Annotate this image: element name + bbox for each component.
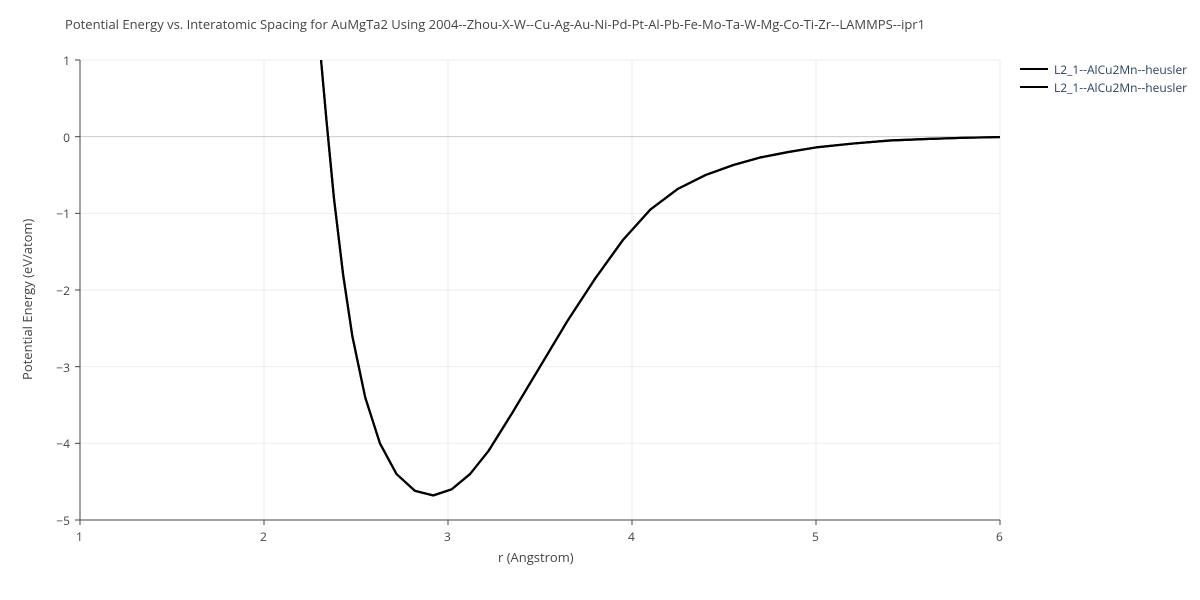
y-tick: −1: [56, 205, 70, 222]
x-tick: 5: [812, 528, 819, 545]
legend-label: L2_1--AlCu2Mn--heusler: [1054, 61, 1187, 78]
y-tick: −3: [56, 359, 70, 376]
x-tick: 2: [260, 528, 267, 545]
x-tick: 3: [444, 528, 451, 545]
y-tick: 0: [63, 129, 70, 146]
legend-item[interactable]: L2_1--AlCu2Mn--heusler: [1020, 60, 1187, 78]
y-tick: −5: [56, 512, 70, 529]
legend-swatch: [1020, 86, 1048, 88]
legend-swatch: [1020, 68, 1048, 70]
y-tick: −4: [56, 435, 70, 452]
chart-container: Potential Energy vs. Interatomic Spacing…: [0, 0, 1200, 600]
legend: L2_1--AlCu2Mn--heuslerL2_1--AlCu2Mn--heu…: [1020, 60, 1187, 96]
x-tick: 1: [76, 528, 83, 545]
y-tick: 1: [63, 52, 70, 69]
y-tick: −2: [56, 282, 70, 299]
x-tick: 4: [628, 528, 635, 545]
legend-label: L2_1--AlCu2Mn--heusler: [1054, 79, 1187, 96]
x-tick: 6: [996, 528, 1003, 545]
legend-item[interactable]: L2_1--AlCu2Mn--heusler: [1020, 78, 1187, 96]
